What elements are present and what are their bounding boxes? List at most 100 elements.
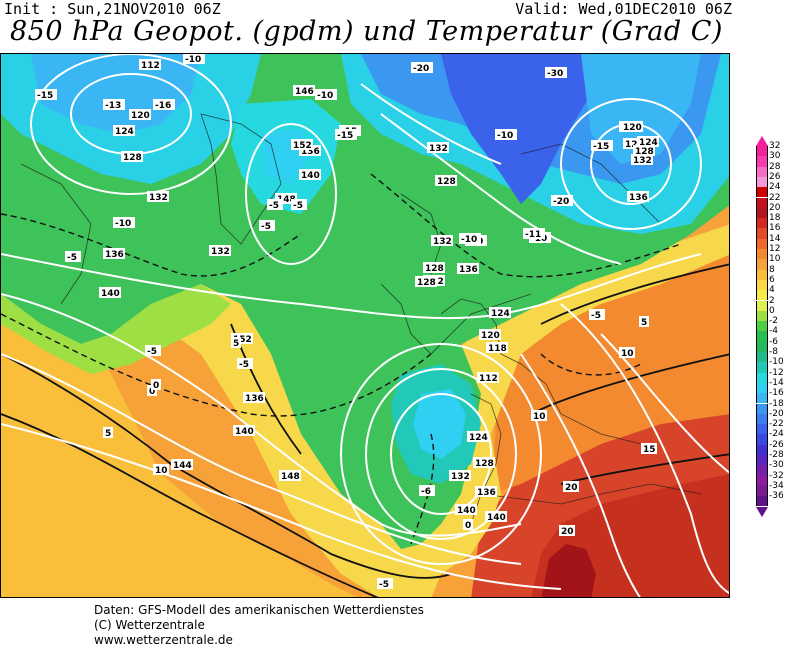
label-background bbox=[113, 125, 135, 136]
legend-swatch bbox=[756, 341, 768, 352]
legend-swatch bbox=[756, 146, 768, 157]
isotherm-label: 0 bbox=[153, 381, 159, 391]
isotherm-label: -10 bbox=[115, 219, 131, 229]
label-background bbox=[171, 459, 193, 470]
label-background bbox=[231, 337, 241, 348]
label-background bbox=[147, 191, 169, 202]
legend-label: 8 bbox=[769, 264, 775, 275]
label-background bbox=[475, 486, 497, 497]
label-background bbox=[449, 470, 471, 481]
legend-label: 26 bbox=[769, 171, 781, 182]
legend-swatch bbox=[756, 321, 768, 332]
isotherm-label: 5 bbox=[641, 318, 647, 328]
isotherm-label: 20 bbox=[561, 527, 574, 537]
legend-swatch bbox=[756, 496, 768, 507]
website-link[interactable]: www.wetterzentrale.de bbox=[94, 633, 233, 647]
legend-swatch bbox=[756, 176, 768, 188]
isotherm-label: -11 bbox=[525, 230, 541, 240]
legend-label: 22 bbox=[769, 192, 781, 203]
geopotential-label: 148 bbox=[277, 195, 296, 205]
label-background bbox=[619, 347, 635, 358]
isotherm-label: -5 bbox=[293, 201, 303, 211]
legend-swatch bbox=[756, 475, 768, 486]
legend-label: -20 bbox=[769, 408, 784, 419]
legend-label: -8 bbox=[769, 347, 778, 357]
map-title: 850 hPa Geopot. (gpdm) und Temperatur (G… bbox=[10, 16, 723, 47]
label-background bbox=[423, 262, 445, 273]
label-background bbox=[231, 333, 253, 344]
isotherm-label: 10 bbox=[155, 466, 168, 476]
isotherm-label: 10 bbox=[621, 349, 634, 359]
geopotential-label: 128 bbox=[425, 264, 444, 274]
geopotential-label: 152 bbox=[293, 141, 312, 151]
label-background bbox=[275, 193, 297, 204]
isotherm-label: -5 bbox=[67, 253, 77, 263]
legend-swatch bbox=[756, 197, 768, 208]
isotherm-label: -20 bbox=[553, 197, 569, 207]
legend-label: 32 bbox=[769, 141, 781, 151]
legend-swatch bbox=[756, 424, 768, 435]
legend-swatch bbox=[756, 455, 768, 466]
legend-label: 0 bbox=[769, 305, 775, 316]
legend-label: 30 bbox=[769, 151, 781, 162]
label-background bbox=[65, 251, 81, 262]
label-background bbox=[415, 276, 437, 287]
legend-label: 18 bbox=[769, 213, 781, 224]
legend-swatch bbox=[756, 434, 768, 445]
label-background bbox=[523, 228, 545, 239]
temperature-labels: -10 -15 -13 -16 -20 -30 -15 -5 -10 -15 -10 -5 -10 -5 -… bbox=[35, 54, 657, 590]
geopotential-label: 140 bbox=[487, 513, 506, 523]
legend-swatch bbox=[756, 228, 768, 239]
legend-swatch bbox=[756, 290, 768, 301]
label-background bbox=[153, 99, 175, 110]
isotherm-label: 0 bbox=[465, 521, 471, 531]
geopotential-label: 136 bbox=[629, 193, 648, 203]
label-background bbox=[335, 129, 357, 140]
legend-swatch bbox=[756, 249, 768, 260]
geopotential-label: 124 bbox=[115, 127, 134, 137]
label-background bbox=[633, 145, 655, 156]
label-background bbox=[455, 504, 477, 515]
label-background bbox=[139, 59, 161, 70]
geopotential-label: 132 bbox=[451, 472, 470, 482]
label-background bbox=[589, 309, 605, 320]
label-background bbox=[147, 385, 157, 396]
isotherm-label: 5 bbox=[105, 429, 111, 439]
init-time: Init : Sun,21NOV2010 06Z bbox=[4, 0, 221, 18]
label-background bbox=[103, 248, 125, 259]
legend-swatch bbox=[756, 372, 768, 383]
legend-label: 28 bbox=[769, 161, 781, 172]
label-background bbox=[99, 287, 121, 298]
geopotential-label: 128 bbox=[417, 278, 436, 288]
label-background bbox=[315, 89, 337, 100]
legend-swatch bbox=[756, 238, 768, 249]
geopotential-label: 140 bbox=[101, 289, 120, 299]
isotherm-label: -30 bbox=[547, 69, 563, 79]
label-background bbox=[495, 129, 517, 140]
label-background bbox=[103, 99, 125, 110]
geopotential-label: 136 bbox=[301, 147, 320, 157]
legend-swatch bbox=[756, 187, 768, 198]
label-background bbox=[473, 457, 495, 468]
label-background bbox=[631, 154, 653, 165]
legend-label: 4 bbox=[769, 285, 775, 296]
legend-label: -28 bbox=[769, 450, 784, 460]
legend-label: -30 bbox=[769, 460, 784, 471]
isotherm-label: -15 bbox=[37, 91, 53, 101]
geopotential-label: 132 bbox=[149, 193, 168, 203]
isotherm-label: -15 bbox=[593, 142, 609, 152]
label-background bbox=[411, 62, 433, 73]
geopotential-label: 124 bbox=[491, 309, 510, 319]
legend-swatch bbox=[756, 310, 768, 322]
legend-label: -6 bbox=[769, 336, 778, 347]
legend-swatch bbox=[756, 331, 768, 342]
geopotential-label: 132 bbox=[211, 247, 230, 257]
label-background bbox=[267, 199, 283, 210]
geopotential-label: 120 bbox=[623, 123, 642, 133]
label-background bbox=[153, 464, 169, 475]
isotherm-label: -5 bbox=[261, 222, 271, 232]
legend-label: -24 bbox=[769, 429, 784, 440]
geopotential-label: 136 bbox=[105, 250, 124, 260]
isotherm-label: -10 bbox=[497, 131, 513, 141]
label-background bbox=[457, 263, 479, 274]
